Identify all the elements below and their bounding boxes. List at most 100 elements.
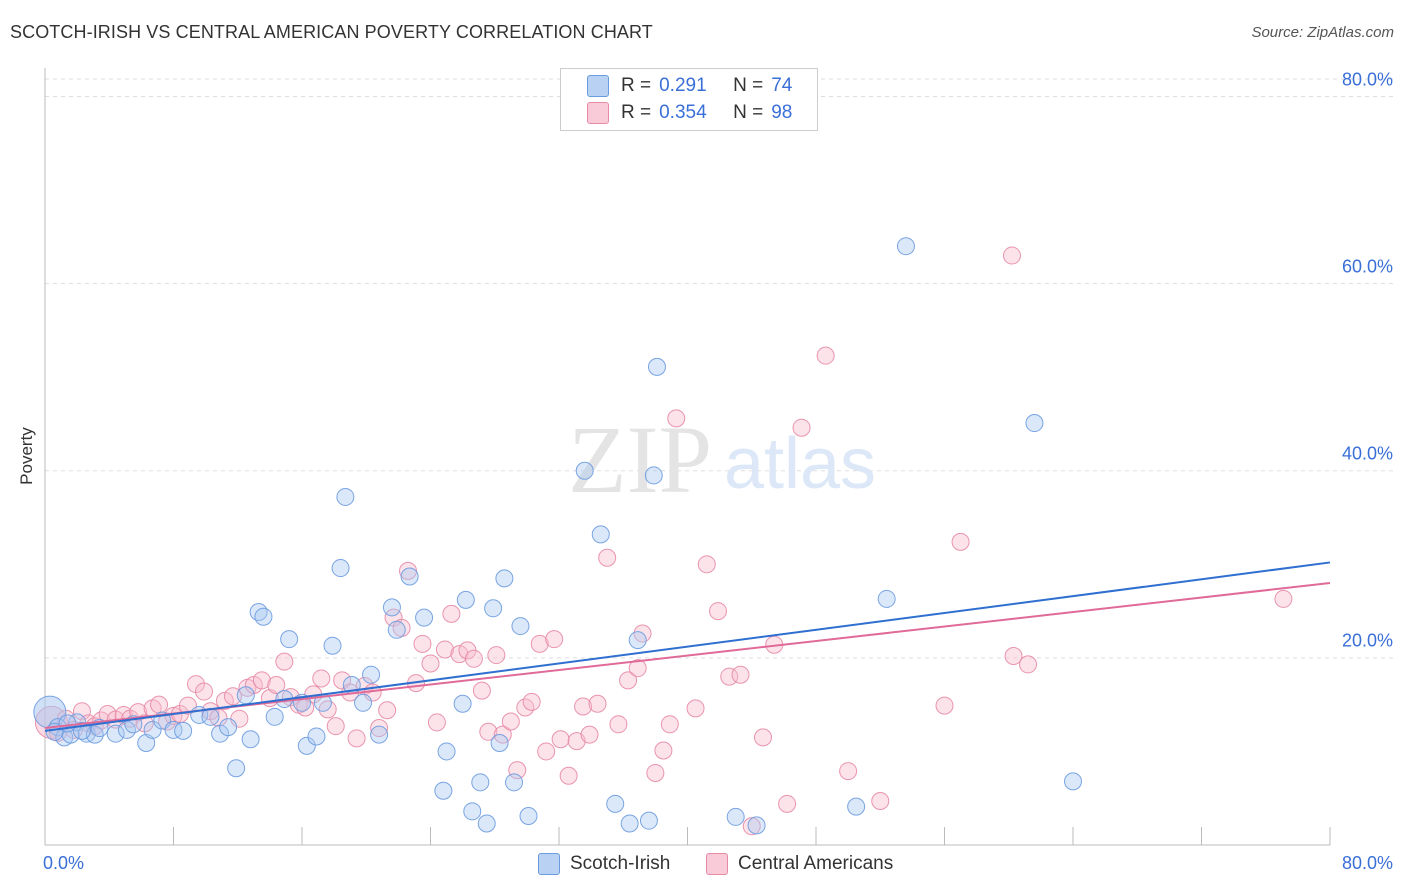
data-point xyxy=(644,466,663,485)
data-point xyxy=(106,724,125,743)
data-point xyxy=(297,736,316,755)
data-point xyxy=(164,720,183,739)
data-point xyxy=(336,487,355,506)
data-point xyxy=(487,646,506,665)
data-point xyxy=(619,671,638,690)
tick-labels: 20.0% 40.0% 60.0% 80.0% 0.0% 80.0% xyxy=(43,69,1393,873)
data-point xyxy=(223,687,242,706)
data-point xyxy=(609,715,628,734)
legend-row-scotch-irish: R = 0.291 N = 74 xyxy=(587,74,792,98)
data-point xyxy=(495,569,514,588)
bottom-legend-swatch-central-americans xyxy=(706,853,728,875)
watermark-atlas: atlas xyxy=(724,424,876,504)
data-point xyxy=(382,598,401,617)
data-point xyxy=(1025,414,1044,433)
data-point xyxy=(505,773,524,792)
data-point xyxy=(312,669,331,688)
data-point xyxy=(453,694,472,713)
data-point xyxy=(326,717,345,736)
data-point xyxy=(378,701,397,720)
data-point xyxy=(435,640,454,659)
data-point xyxy=(747,816,766,835)
data-point xyxy=(1274,589,1293,608)
data-point xyxy=(150,695,169,714)
data-point xyxy=(709,602,728,621)
data-points xyxy=(33,237,1293,836)
data-point xyxy=(537,742,556,761)
data-point xyxy=(574,697,593,716)
data-point xyxy=(686,699,705,718)
data-point xyxy=(490,734,509,753)
correlation-legend: R = 0.291 N = 74 R = 0.354 N = 98 xyxy=(560,68,818,131)
data-point xyxy=(421,654,440,673)
legend-n-value: 98 xyxy=(771,102,793,123)
data-point xyxy=(1002,246,1021,265)
trend-line-central-americans xyxy=(44,582,1331,730)
data-point xyxy=(551,730,570,749)
data-point xyxy=(1019,655,1038,674)
data-point xyxy=(598,548,617,567)
data-point xyxy=(479,722,498,741)
data-point xyxy=(646,763,665,782)
data-point xyxy=(647,357,666,376)
data-point xyxy=(871,792,890,811)
legend-r-label: R = xyxy=(621,75,652,96)
data-point xyxy=(508,761,527,780)
data-point xyxy=(267,676,286,695)
data-point xyxy=(628,659,647,678)
data-point xyxy=(697,555,716,574)
data-point xyxy=(463,802,482,821)
data-point xyxy=(639,811,658,830)
data-point xyxy=(896,237,915,256)
data-point xyxy=(580,725,599,744)
x-tick-label-min: 0.0% xyxy=(43,853,84,873)
legend-row-central-americans: R = 0.354 N = 98 xyxy=(587,101,792,125)
data-point xyxy=(174,721,193,740)
data-point xyxy=(477,814,496,833)
legend-n-value: 74 xyxy=(771,75,793,96)
data-point xyxy=(236,686,255,705)
data-point xyxy=(347,729,366,748)
data-point xyxy=(522,692,541,711)
data-point xyxy=(143,720,162,739)
data-point xyxy=(588,694,607,713)
data-point xyxy=(137,734,156,753)
data-point xyxy=(484,599,503,618)
chart-title: SCOTCH-IRISH VS CENTRAL AMERICAN POVERTY… xyxy=(10,22,653,42)
data-point xyxy=(387,620,406,639)
trend-lines xyxy=(44,561,1331,732)
y-tick-label-60: 60.0% xyxy=(1342,256,1393,276)
data-point xyxy=(307,727,326,746)
bottom-legend-label-scotch-irish: Scotch-Irish xyxy=(570,853,671,874)
data-point xyxy=(241,730,260,749)
data-point xyxy=(654,741,673,760)
data-point xyxy=(559,766,578,785)
legend-swatch-central-americans xyxy=(587,102,609,124)
data-point xyxy=(427,713,446,732)
data-point xyxy=(400,567,419,586)
bottom-legend-swatch-scotch-irish xyxy=(538,853,560,875)
data-point xyxy=(501,712,520,731)
y-tick-label-20: 20.0% xyxy=(1342,631,1393,651)
data-point xyxy=(252,671,271,690)
data-point xyxy=(442,604,461,623)
data-point xyxy=(437,742,456,761)
trend-line-scotch-irish xyxy=(44,561,1331,732)
data-point xyxy=(620,814,639,833)
bottom-legend-central-americans: Central Americans xyxy=(706,852,893,876)
data-point xyxy=(591,525,610,544)
legend-r-label: R = xyxy=(621,102,652,123)
legend-r-value: 0.354 xyxy=(659,102,707,123)
data-point xyxy=(227,759,246,778)
series-central-americans-points xyxy=(34,246,1293,836)
data-point xyxy=(434,781,453,800)
data-point xyxy=(792,418,811,437)
data-point xyxy=(362,665,381,684)
data-point xyxy=(726,807,745,826)
data-point xyxy=(195,682,214,701)
source-credit: Source: ZipAtlas.com xyxy=(1251,24,1394,41)
data-point xyxy=(667,409,686,428)
data-point xyxy=(778,794,797,813)
data-point xyxy=(354,693,373,712)
